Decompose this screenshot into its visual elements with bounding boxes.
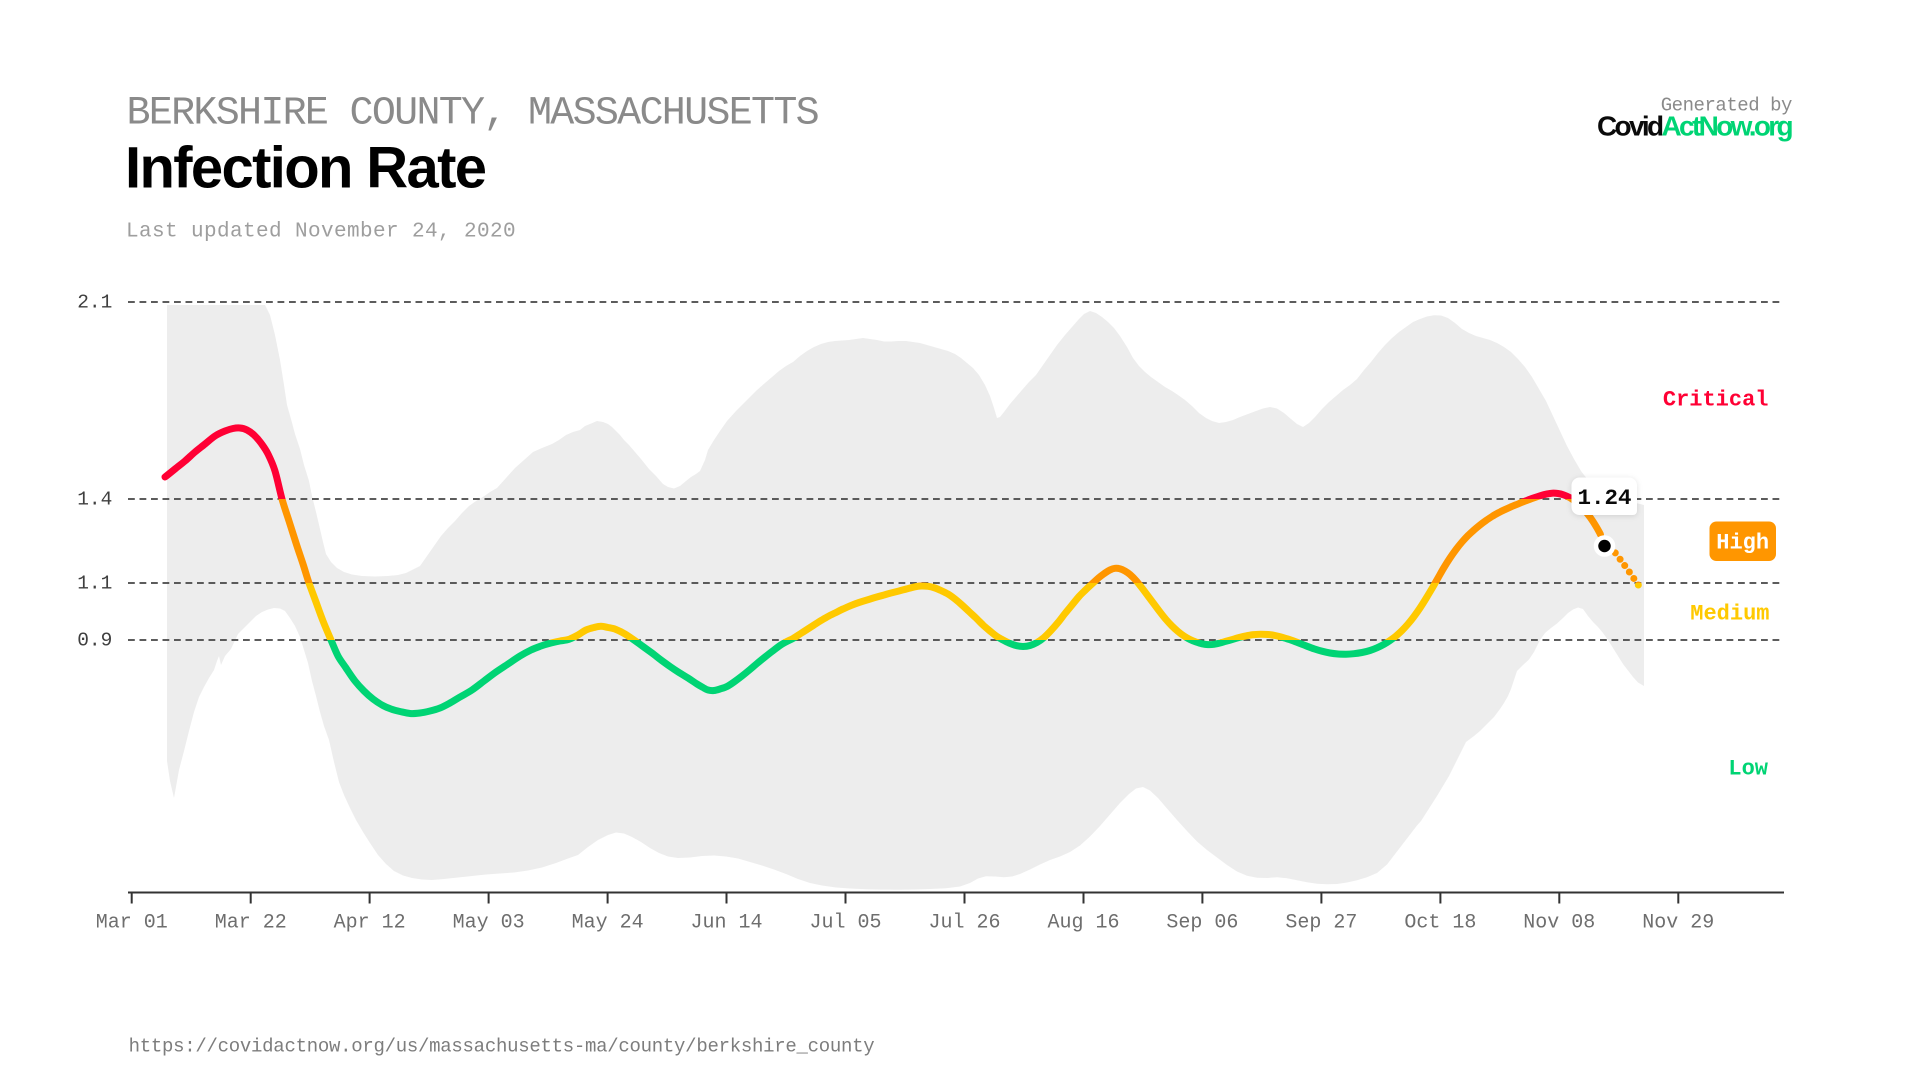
svg-text:Oct 18: Oct 18 (1404, 911, 1476, 934)
svg-text:High: High (1716, 531, 1769, 556)
svg-text:https://covidactnow.org/us/mas: https://covidactnow.org/us/massachusetts… (129, 1036, 875, 1058)
svg-text:Last updated November 24, 2020: Last updated November 24, 2020 (126, 220, 516, 243)
svg-text:Nov 29: Nov 29 (1642, 911, 1714, 934)
svg-text:CovidActNow.org: CovidActNow.org (1597, 111, 1793, 142)
svg-text:Jul 26: Jul 26 (928, 911, 1000, 934)
svg-text:BERKSHIRE COUNTY, MASSACHUSETT: BERKSHIRE COUNTY, MASSACHUSETTS (127, 91, 819, 136)
svg-text:Generated by: Generated by (1661, 94, 1792, 116)
svg-text:1.1: 1.1 (77, 573, 112, 595)
svg-text:Low: Low (1728, 757, 1768, 782)
svg-text:Jul 05: Jul 05 (809, 911, 881, 934)
svg-text:Medium: Medium (1690, 602, 1769, 627)
svg-text:Apr 12: Apr 12 (334, 911, 406, 934)
svg-text:1.24: 1.24 (1577, 485, 1631, 511)
svg-text:0.9: 0.9 (77, 630, 112, 652)
svg-text:2.1: 2.1 (77, 292, 112, 314)
svg-text:May 24: May 24 (572, 911, 644, 934)
svg-text:Mar 01: Mar 01 (96, 911, 168, 934)
svg-text:Jun 14: Jun 14 (690, 911, 762, 934)
svg-text:1.4: 1.4 (77, 489, 112, 511)
svg-text:Sep 06: Sep 06 (1166, 911, 1238, 934)
svg-text:May 03: May 03 (453, 911, 525, 934)
svg-text:Infection Rate: Infection Rate (125, 136, 486, 201)
svg-text:Critical: Critical (1663, 388, 1769, 413)
svg-text:Mar 22: Mar 22 (215, 911, 287, 934)
svg-text:Aug 16: Aug 16 (1047, 911, 1119, 934)
svg-text:Sep 27: Sep 27 (1285, 911, 1357, 934)
svg-text:Nov 08: Nov 08 (1523, 911, 1595, 934)
